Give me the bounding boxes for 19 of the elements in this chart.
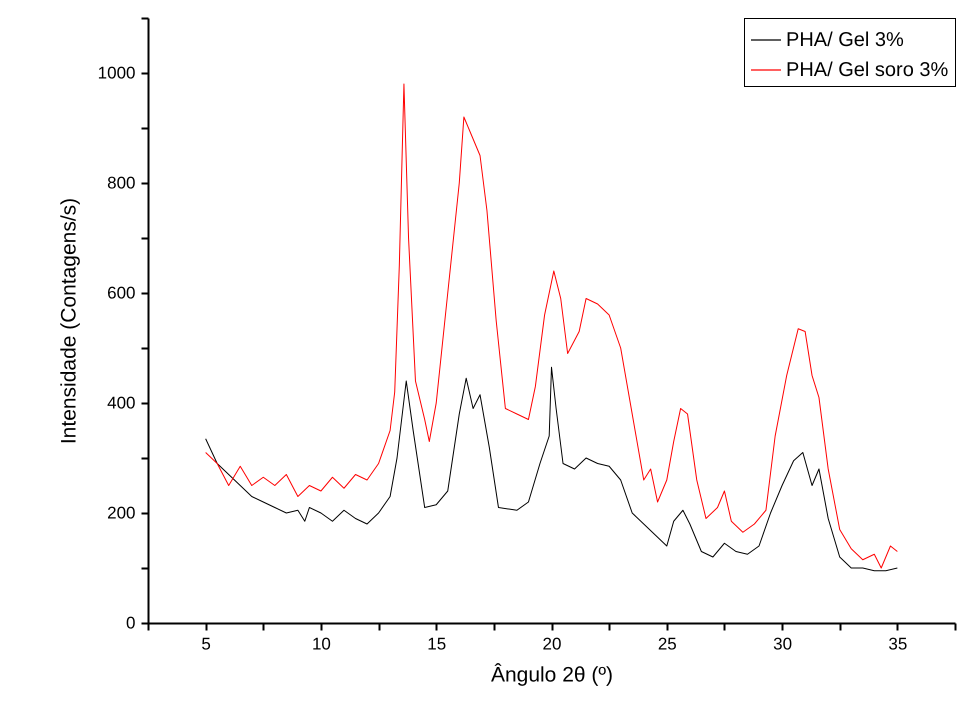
x-tick-label: 35 [888, 634, 908, 654]
line-series [205, 84, 898, 568]
x-tick-label: 20 [542, 634, 562, 654]
legend-label: PHA/ Gel 3% [786, 29, 904, 51]
x-tick-label: 30 [773, 634, 792, 654]
x-tick-label: 5 [201, 634, 211, 654]
legend-label: PHA/ Gel soro 3% [786, 59, 948, 81]
x-axis-title: Ângulo 2θ (º) [490, 662, 614, 686]
y-tick-label: 0 [126, 614, 136, 632]
y-tick-label: 400 [107, 394, 136, 412]
x-tick-label: 25 [658, 634, 677, 654]
y-tick-label: 800 [107, 174, 136, 192]
x-tick-label: 10 [312, 634, 331, 654]
y-axis-title: Intensidade (Contagens/s) [58, 198, 81, 444]
y-tick-label: 600 [107, 284, 136, 302]
x-tick-label: 15 [427, 634, 446, 654]
y-tick-label: 1000 [98, 64, 136, 82]
y-tick-label: 200 [107, 504, 136, 522]
line-series [205, 366, 898, 572]
